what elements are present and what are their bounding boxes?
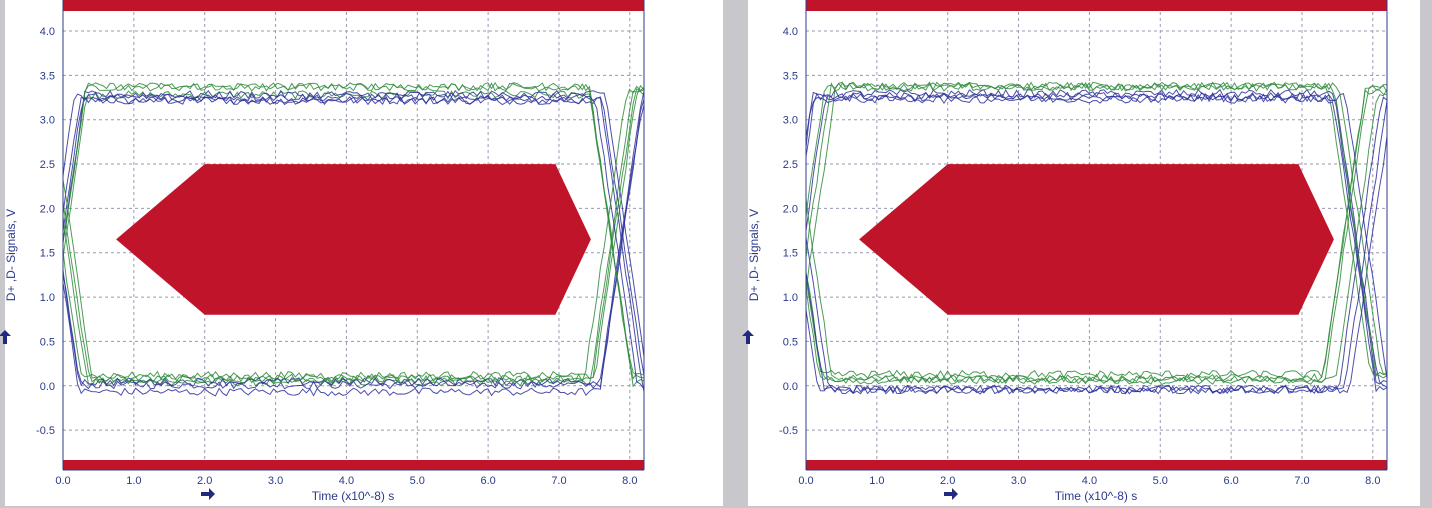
d-plus-trace-4 — [62, 84, 645, 381]
x-tick-label: 7.0 — [551, 475, 566, 487]
y-tick-label: 2.0 — [783, 203, 798, 215]
d-plus-trace-3 — [62, 82, 645, 379]
y-axis-label: D+ ,D- Signals, V — [747, 209, 761, 301]
d-minus-trace-3 — [805, 135, 1388, 395]
x-axis-label: Time (x10^-8) s — [1055, 489, 1138, 503]
chart-panel-2: 0.0 1.0 2.0 3.0 4.0 5.0 6.0 7.0 8.0 4.0 3.5 3.0 2.5 2… — [742, 0, 1420, 506]
y-tick-label: 3.5 — [40, 70, 55, 82]
d-minus-trace-1 — [805, 96, 1388, 394]
chart-panel-1: 0.0 1.0 2.0 3.0 4.0 5.0 6.0 7.0 8.0 4.0 3.5 3.0 2.5 2… — [0, 0, 723, 506]
y-tick-label: 0.0 — [783, 381, 798, 393]
x-tick-label: 4.0 — [339, 475, 354, 487]
d-minus-trace-6 — [62, 92, 645, 390]
x-tick-label: 2.0 — [940, 475, 955, 487]
y-axis-arrow-icon — [742, 330, 754, 344]
d-plus-trace-6 — [805, 88, 1388, 384]
d-plus-trace-5 — [62, 81, 645, 380]
y-tick-label: 0.0 — [40, 381, 55, 393]
x-tick-label: 0.0 — [798, 475, 813, 487]
d-plus-trace-5 — [805, 81, 1388, 377]
x-tick-label: 1.0 — [869, 475, 884, 487]
eye-mask-polygon — [859, 164, 1334, 315]
d-plus-trace-4 — [805, 85, 1388, 383]
y-tick-label: 3.0 — [40, 115, 55, 127]
y-tick-label: 2.5 — [783, 159, 798, 171]
d-minus-trace-6 — [805, 94, 1388, 393]
x-tick-label: 5.0 — [1153, 475, 1168, 487]
y-tick-label: 0.5 — [40, 336, 55, 348]
x-tick-label: 0.0 — [55, 475, 70, 487]
y-axis-arrow-icon — [0, 330, 11, 344]
d-minus-trace-3 — [62, 104, 645, 397]
x-tick-label: 3.0 — [1011, 475, 1026, 487]
eye-mask-polygon — [116, 164, 591, 315]
y-tick-label: 1.5 — [40, 248, 55, 260]
d-plus-trace-6 — [62, 85, 645, 384]
y-tick-label: 2.5 — [40, 159, 55, 171]
y-tick-label: 4.0 — [783, 26, 798, 38]
d-minus-trace-5 — [62, 91, 645, 387]
lower-limit-band — [63, 460, 644, 470]
upper-limit-band — [806, 0, 1387, 11]
d-minus-trace-5 — [805, 100, 1388, 395]
y-tick-label: -0.5 — [779, 425, 798, 437]
y-tick-label: 3.5 — [783, 70, 798, 82]
d-minus-trace-0 — [805, 88, 1388, 385]
x-axis-arrow-icon — [201, 488, 215, 500]
y-tick-label: 3.0 — [783, 115, 798, 127]
x-tick-label: 4.0 — [1082, 475, 1097, 487]
y-tick-label: 4.0 — [40, 26, 55, 38]
x-tick-label: 8.0 — [622, 475, 637, 487]
x-tick-label: 6.0 — [1223, 475, 1238, 487]
lower-limit-band — [806, 460, 1387, 470]
d-plus-trace-0 — [805, 84, 1387, 380]
x-axis-label: Time (x10^-8) s — [312, 489, 395, 503]
upper-limit-band — [63, 0, 644, 11]
x-tick-label: 8.0 — [1365, 475, 1380, 487]
d-minus-trace-4 — [62, 89, 645, 357]
x-tick-label: 1.0 — [126, 475, 141, 487]
x-axis-arrow-icon — [944, 488, 958, 500]
d-plus-trace-3 — [805, 81, 1388, 376]
d-minus-trace-0 — [62, 95, 645, 392]
y-tick-label: 0.5 — [783, 336, 798, 348]
y-tick-label: -0.5 — [36, 425, 55, 437]
x-tick-label: 3.0 — [268, 475, 283, 487]
y-tick-label: 1.5 — [783, 248, 798, 260]
y-axis-label: D+ ,D- Signals, V — [4, 209, 18, 301]
x-tick-label: 2.0 — [197, 475, 212, 487]
x-tick-label: 6.0 — [480, 475, 495, 487]
y-tick-label: 2.0 — [40, 203, 55, 215]
x-tick-label: 5.0 — [410, 475, 425, 487]
x-tick-label: 7.0 — [1294, 475, 1309, 487]
y-tick-label: 1.0 — [40, 292, 55, 304]
y-tick-label: 1.0 — [783, 292, 798, 304]
